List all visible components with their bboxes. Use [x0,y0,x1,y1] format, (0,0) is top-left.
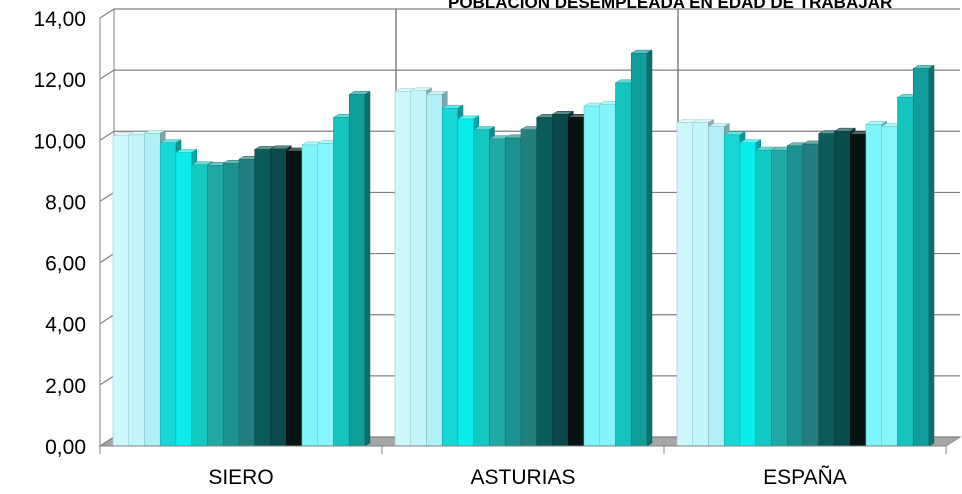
bar-front [489,138,506,447]
y-tick-label: 6,00 [45,253,86,276]
y-tick-label: 12,00 [33,69,86,92]
bar-front [317,143,334,447]
gridline-depth [99,8,115,19]
bar-front [881,126,898,447]
bar [630,49,653,447]
y-tick-label: 4,00 [45,314,86,337]
y-tick-label: 10,00 [33,130,86,153]
bar-front [583,105,601,447]
bar-front [536,117,553,447]
gridline-depth [99,69,115,80]
bar-front [457,118,475,447]
bar-side [364,90,371,447]
bar-front [426,94,443,447]
chart-title: POBLACIÓN DESEMPLEADA EN EDAD DE TRABAJA… [448,0,893,12]
x-category-label: ASTURIAS [470,466,575,489]
bar-front [739,142,757,447]
bar-front [270,148,287,447]
bar-front [441,107,459,447]
bar-side [928,65,935,447]
bar-front [599,103,616,447]
bar-front [175,152,193,447]
bar-front [567,117,585,447]
bar-front [410,90,427,447]
y-tick-label: 2,00 [45,375,86,398]
bar-front [630,52,648,447]
gridline-depth [99,436,115,447]
bar-front [552,114,569,447]
bar [880,123,904,447]
bar-front [348,94,366,447]
bar-front [897,97,914,447]
bar-front [473,129,490,447]
bar [348,90,371,447]
bar-front [802,143,820,447]
x-category-label: SIERO [208,466,273,489]
bar-front [723,134,741,447]
gridline-depth [99,130,115,141]
bar-front [755,149,772,447]
bar-front [144,133,161,447]
bar-front [285,150,303,447]
bar-front [520,129,538,447]
bar-front [771,149,788,447]
bar-front [692,122,709,447]
gridline-depth [99,314,115,325]
bar-front [818,133,835,447]
y-tick-label: 0,00 [45,436,86,459]
bar-front [254,149,271,447]
gridline-depth [99,191,115,202]
x-category-label: ESPAÑA [763,465,847,489]
bar-front [207,165,224,447]
bar-front [676,122,694,447]
bar-front [112,135,130,447]
y-tick-label: 14,00 [33,8,86,31]
bar-front [394,91,412,447]
bar-front [238,158,256,447]
bar [912,65,935,447]
y-tick-label: 8,00 [45,191,86,214]
gridline-depth [99,253,115,264]
bar-front [222,162,240,447]
bar [896,94,920,447]
bar-side [646,49,653,447]
bar-front [615,82,632,447]
bar-front [708,126,725,447]
bar-front [191,164,208,447]
bar-front [849,133,867,447]
bar-front [834,130,851,447]
bar-front [333,117,350,447]
bar-front [865,124,883,447]
bar-front [159,142,177,447]
bar-front [912,68,930,447]
bar-front [786,145,804,447]
bar-front [301,144,319,447]
bar-front [504,137,522,447]
gridline-depth [99,375,115,386]
bar-front [128,134,145,447]
